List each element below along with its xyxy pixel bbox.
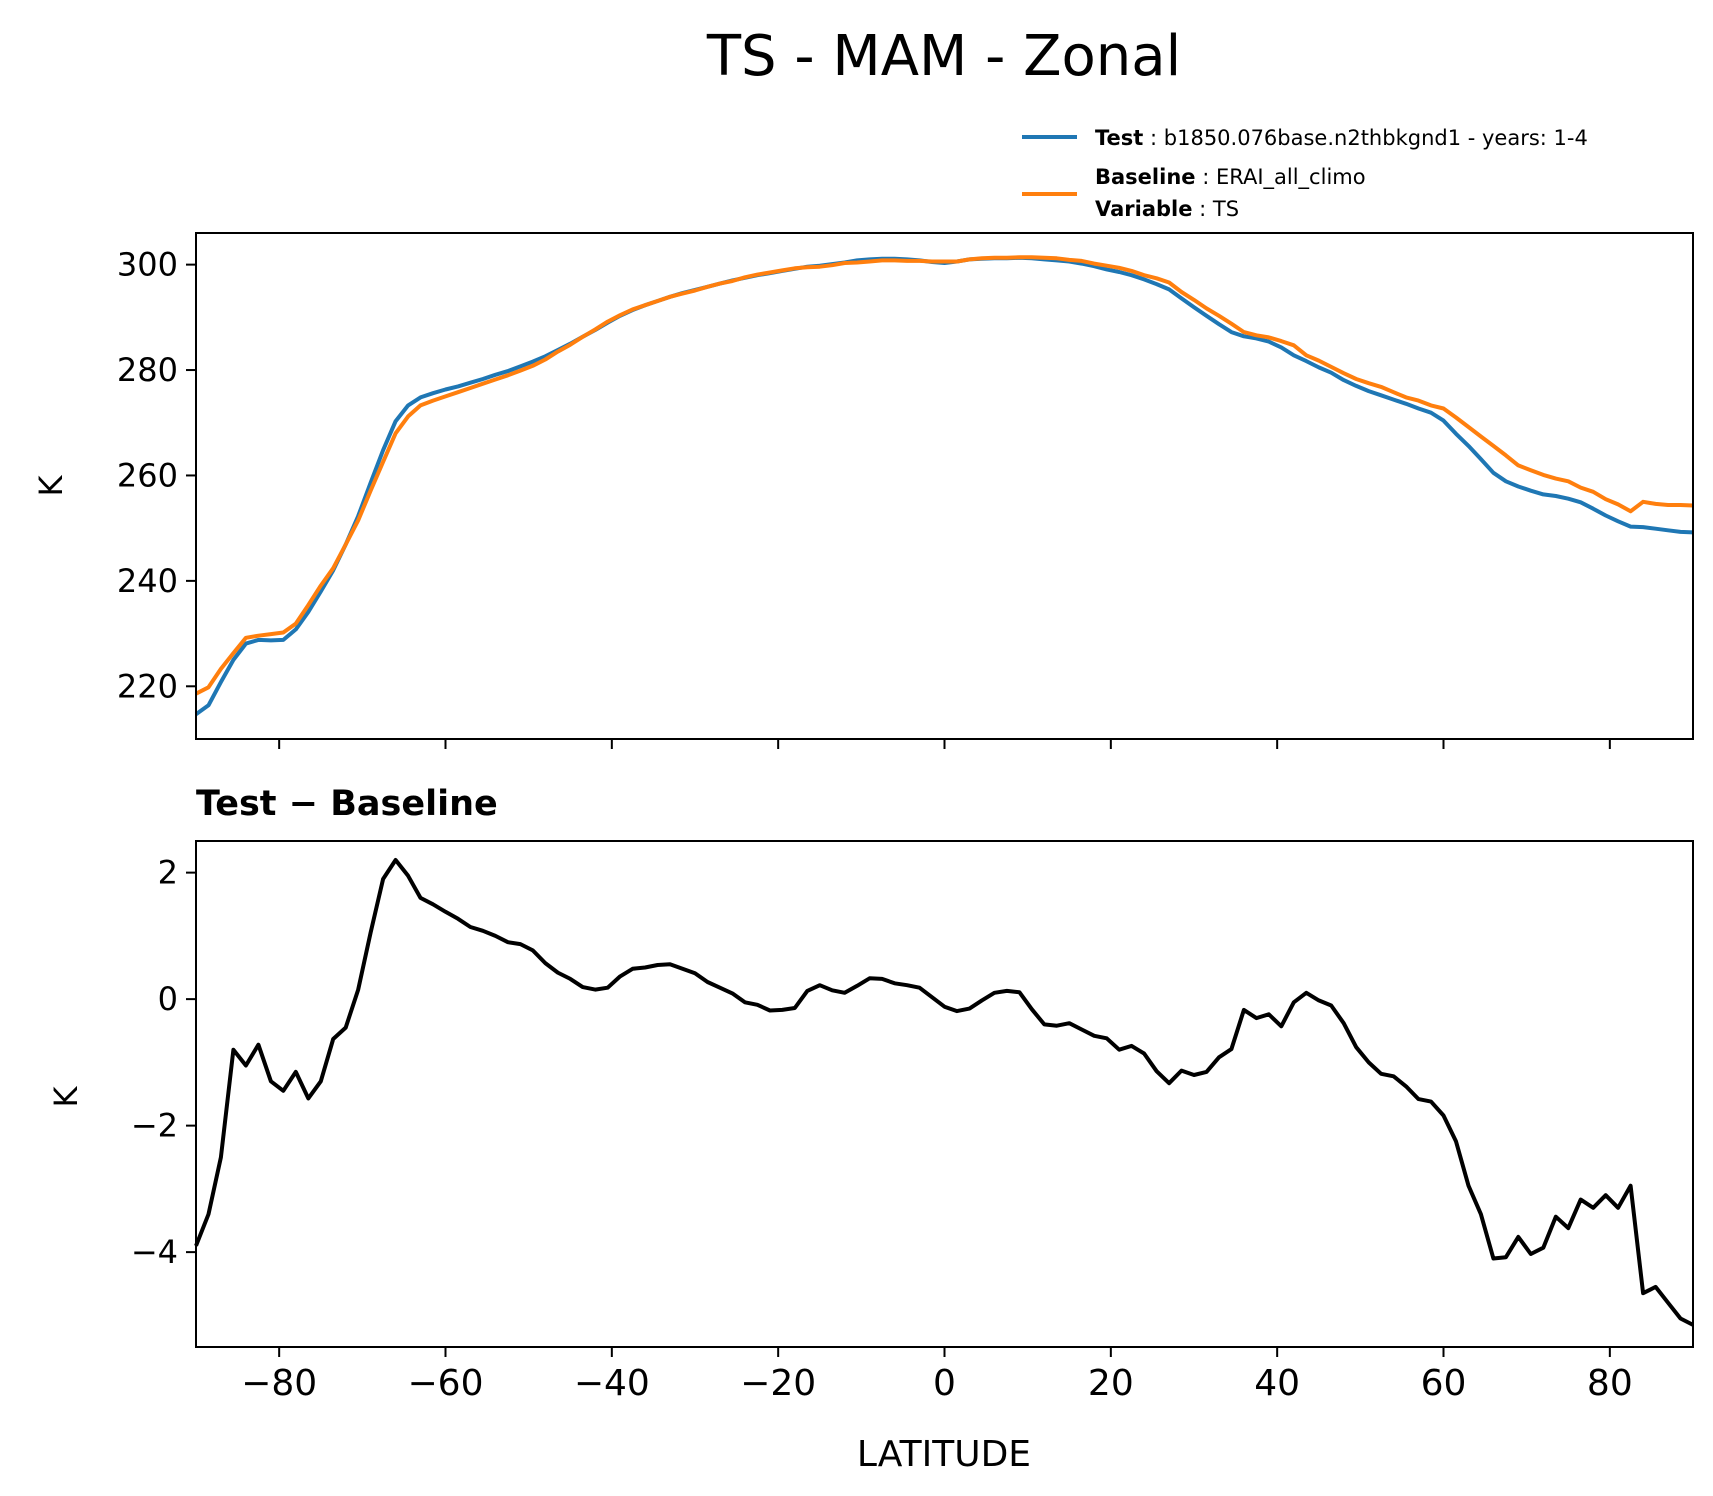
y-tick-label: 260 <box>117 456 178 494</box>
top-panel-x-ticks <box>278 739 1611 749</box>
bottom-panel: Test − Baseline −4−202 −80 −60 −40 −20 0 20 40… <box>47 784 1694 1475</box>
difference-series-line <box>194 858 1694 1327</box>
x-tick-label: −80 <box>241 1363 317 1404</box>
top-panel-y-label: K <box>32 474 70 496</box>
bottom-panel-lines <box>194 858 1694 1327</box>
x-tick-label: −20 <box>740 1363 816 1404</box>
x-tick-label: −40 <box>574 1363 650 1404</box>
y-tick-label: 0 <box>158 980 178 1018</box>
y-tick-label: 240 <box>117 562 178 600</box>
bottom-panel-y-ticks: −4 −2 0 2 <box>131 854 196 1271</box>
bottom-panel-y-label: K <box>47 1085 85 1107</box>
bottom-panel-x-ticks: −80 −60 −40 −20 0 20 40 60 80 <box>241 1347 1633 1404</box>
x-tick-label: −60 <box>408 1363 484 1404</box>
x-tick-label: 80 <box>1587 1363 1633 1404</box>
baseline-series-line <box>195 255 1694 696</box>
legend-test-value: : b1850.076base.n2thbkgnd1 - years: 1-4 <box>1150 126 1588 150</box>
y-tick-label: 300 <box>117 246 178 284</box>
legend-baseline-key: Baseline <box>1095 165 1196 189</box>
x-axis-label: LATITUDE <box>857 1434 1031 1475</box>
y-tick-label: 220 <box>117 667 178 705</box>
top-panel: 220 240 260 280 300 K <box>32 232 1694 749</box>
top-panel-y-ticks: 220 240 260 280 300 <box>117 246 196 705</box>
y-tick-label: 280 <box>117 351 178 389</box>
x-tick-label: 0 <box>933 1363 956 1404</box>
legend-test-key: Test <box>1095 126 1143 150</box>
x-tick-label: 60 <box>1421 1363 1467 1404</box>
legend-baseline-entry: Baseline : ERAI_all_climo <box>1095 165 1366 190</box>
figure-title: TS - MAM - Zonal <box>706 24 1181 89</box>
legend-test-entry: Test : b1850.076base.n2thbkgnd1 - years:… <box>1095 126 1588 150</box>
y-tick-label: 2 <box>158 854 178 892</box>
legend-variable-key: Variable <box>1095 197 1192 221</box>
x-tick-label: 20 <box>1088 1363 1134 1404</box>
legend-variable-entry: Variable : TS <box>1095 197 1239 221</box>
bottom-panel-title: Test − Baseline <box>196 784 498 824</box>
y-tick-label: −4 <box>131 1233 178 1271</box>
legend: Test : b1850.076base.n2thbkgnd1 - years:… <box>1022 126 1588 221</box>
top-panel-lines <box>194 255 1694 716</box>
legend-variable-value: : TS <box>1199 197 1239 221</box>
legend-baseline-value: : ERAI_all_climo <box>1202 165 1365 190</box>
top-panel-frame <box>195 232 1694 740</box>
bottom-panel-frame <box>195 840 1694 1348</box>
y-tick-label: −2 <box>131 1107 178 1145</box>
x-tick-label: 40 <box>1254 1363 1300 1404</box>
